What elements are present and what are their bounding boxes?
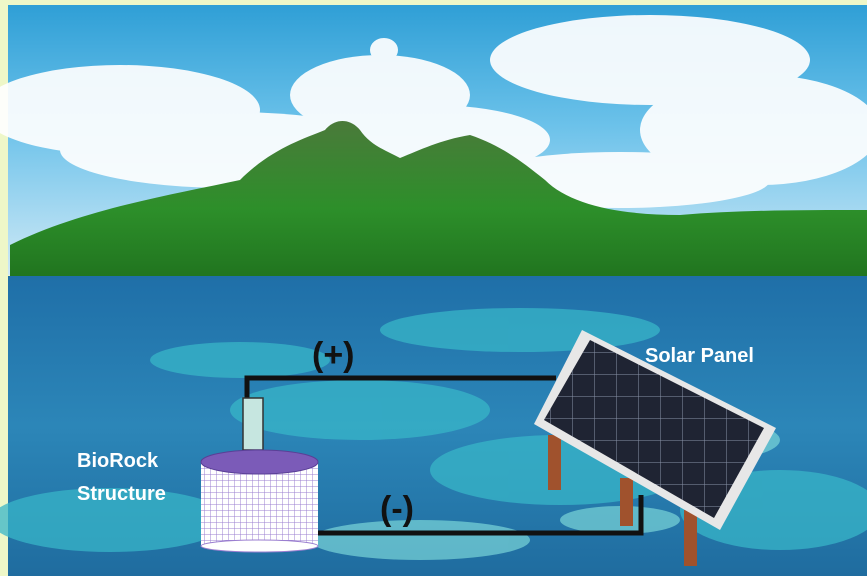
biorock-label-line2: Structure	[77, 483, 166, 505]
negative-wire	[318, 495, 644, 536]
mesh-top	[200, 449, 319, 475]
island	[10, 121, 867, 297]
panel-leg-2	[620, 478, 633, 526]
anode-post	[242, 397, 264, 451]
negative-label: (-)	[380, 490, 414, 528]
biorock-structure	[200, 397, 319, 553]
mesh-bottom	[200, 539, 319, 553]
biorock-label-line1: BioRock	[77, 450, 159, 472]
solar-panel-label: Solar Panel	[645, 345, 754, 367]
positive-wire	[244, 375, 556, 400]
panel-leg-1	[548, 435, 561, 490]
positive-label: (+)	[312, 336, 355, 374]
mesh-cylinder	[201, 462, 318, 546]
solar-panel	[534, 330, 776, 566]
panel-leg-3	[684, 510, 697, 566]
panel-cells	[544, 340, 764, 518]
